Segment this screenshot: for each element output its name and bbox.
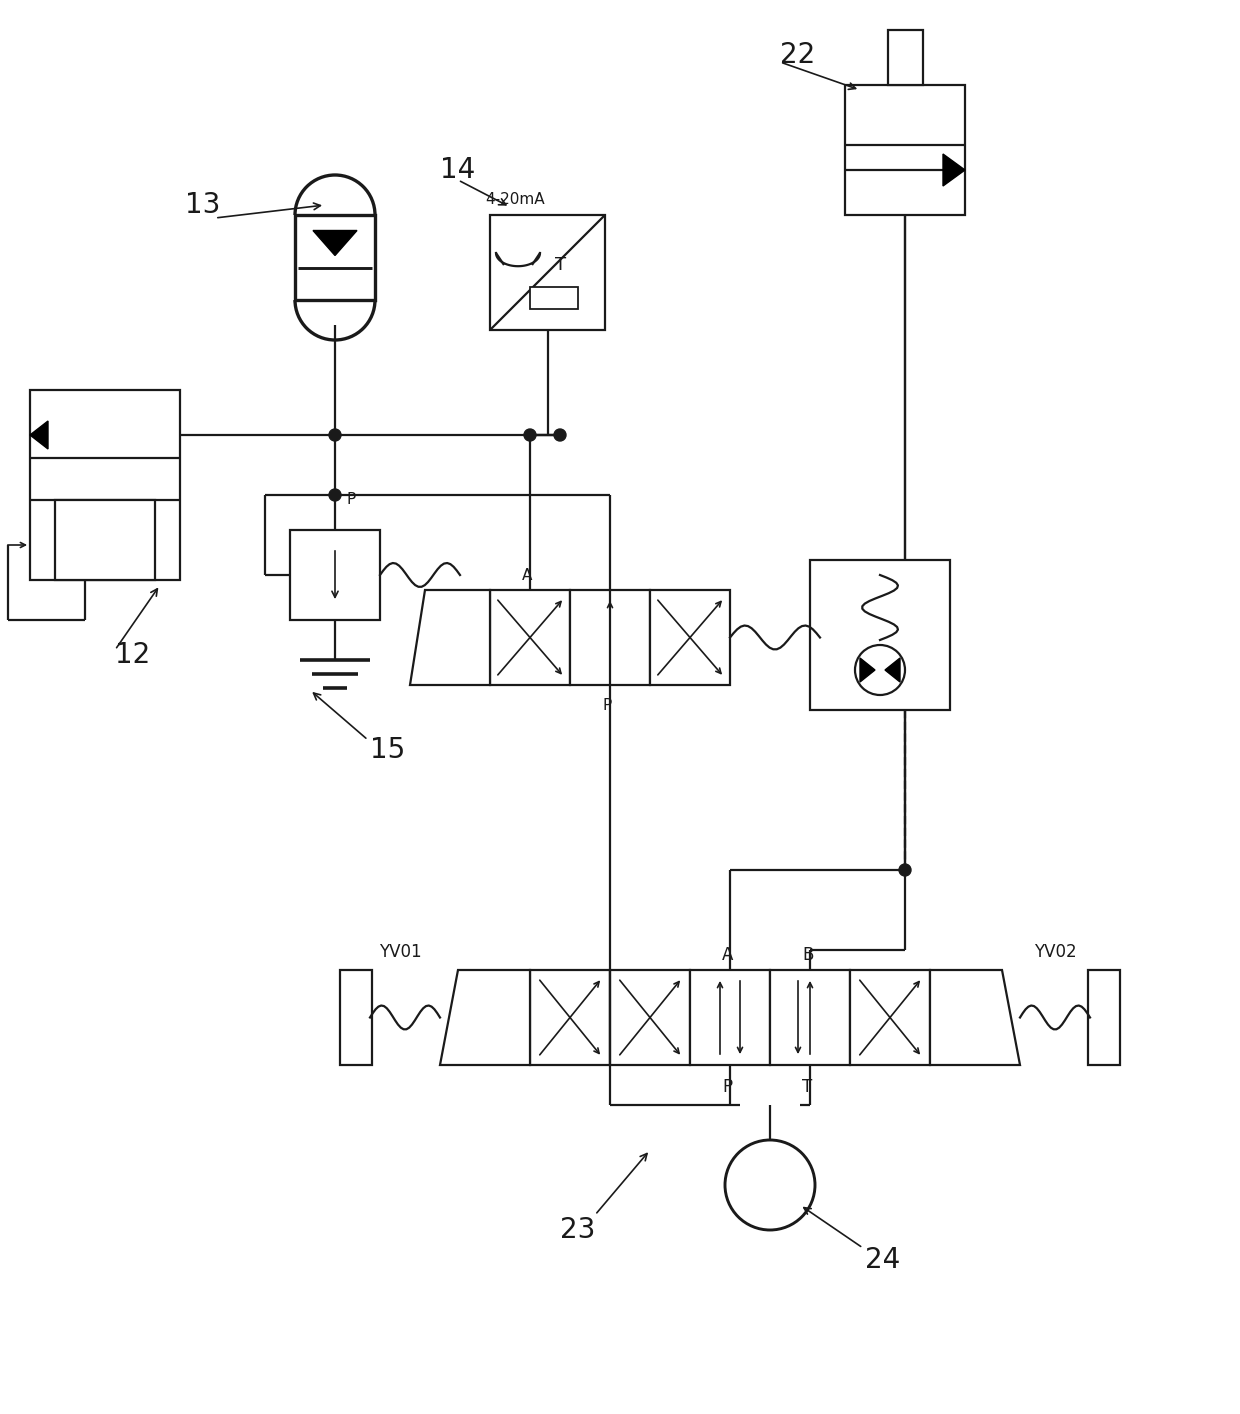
Text: P: P: [601, 697, 611, 713]
Bar: [529, 970, 610, 1065]
Text: 13: 13: [185, 191, 221, 219]
Text: P: P: [347, 492, 356, 508]
Text: 22: 22: [780, 41, 815, 69]
Bar: [689, 970, 770, 1065]
Bar: [290, 530, 379, 619]
Bar: [30, 390, 180, 580]
Polygon shape: [30, 421, 48, 450]
Text: B: B: [802, 946, 813, 964]
Text: YV02: YV02: [1034, 943, 1076, 962]
Bar: [888, 30, 923, 85]
Bar: [849, 970, 930, 1065]
Bar: [340, 970, 372, 1065]
Bar: [295, 215, 374, 300]
Text: YV01: YV01: [378, 943, 422, 962]
Bar: [650, 590, 730, 684]
Bar: [570, 590, 650, 684]
Polygon shape: [312, 230, 357, 256]
Bar: [529, 287, 578, 310]
Text: 14: 14: [440, 156, 475, 184]
Text: A: A: [522, 567, 532, 583]
Polygon shape: [930, 970, 1021, 1065]
Circle shape: [329, 489, 341, 501]
Circle shape: [329, 428, 341, 441]
Bar: [55, 501, 155, 580]
Bar: [844, 85, 965, 215]
Bar: [610, 970, 689, 1065]
Circle shape: [899, 864, 911, 877]
Polygon shape: [861, 658, 875, 682]
Text: 4-20mA: 4-20mA: [485, 192, 544, 208]
Polygon shape: [440, 970, 529, 1065]
Text: 12: 12: [115, 641, 150, 669]
Polygon shape: [942, 154, 965, 187]
Text: 23: 23: [560, 1216, 595, 1244]
Circle shape: [554, 428, 565, 441]
Bar: [490, 590, 570, 684]
Bar: [770, 970, 849, 1065]
Text: 15: 15: [370, 737, 405, 764]
Bar: [490, 215, 605, 329]
Polygon shape: [410, 590, 490, 684]
Text: T: T: [802, 1077, 812, 1096]
Text: 24: 24: [866, 1246, 900, 1274]
Circle shape: [525, 428, 536, 441]
Bar: [810, 560, 950, 710]
Text: P: P: [722, 1077, 732, 1096]
Polygon shape: [885, 658, 900, 682]
Text: A: A: [722, 946, 733, 964]
Text: T: T: [556, 256, 567, 274]
Bar: [1087, 970, 1120, 1065]
